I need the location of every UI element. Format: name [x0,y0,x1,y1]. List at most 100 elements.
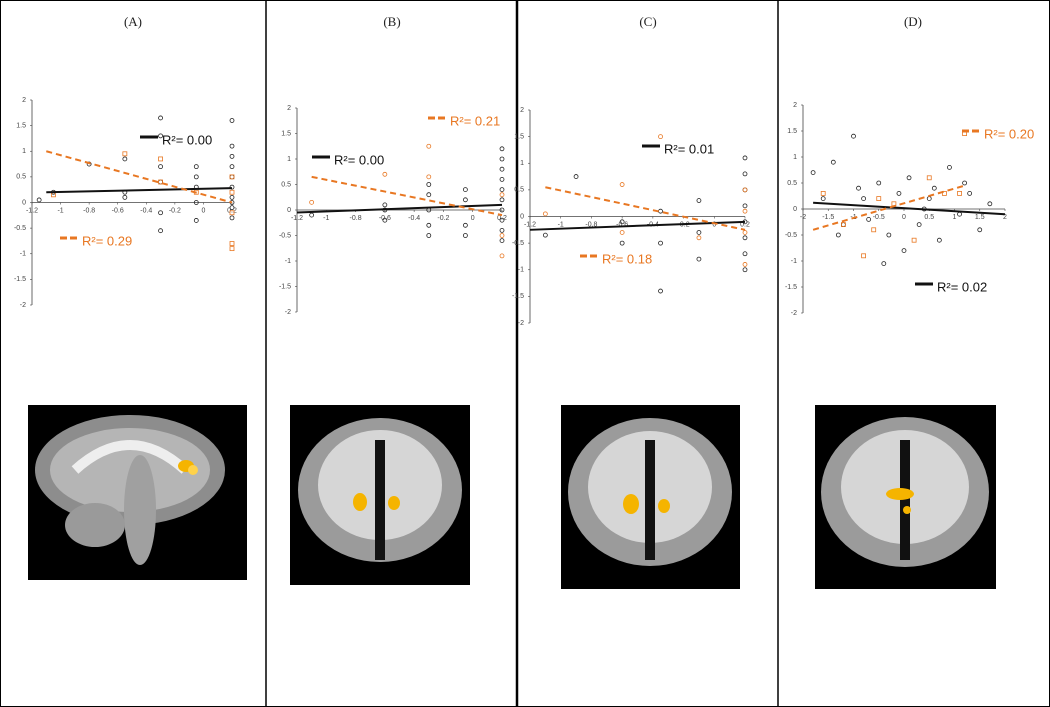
data-point [820,190,826,196]
data-point [742,171,748,177]
data-point [122,194,128,200]
x-tick-label: -0.4 [408,215,420,222]
data-point [36,197,42,203]
y-tick-label: 1.5 [281,130,291,137]
data-point [851,133,856,139]
y-tick-label: 2 [287,105,291,112]
data-point [967,190,973,196]
x-tick-label: -0.2 [437,215,449,222]
y-tick-label: 0.5 [787,180,797,187]
data-point [901,248,907,254]
data-point [926,175,932,181]
data-point [942,190,947,196]
data-point [499,253,505,259]
data-point [841,222,846,228]
y-tick-label: -2 [20,302,26,309]
x-tick-label: -0.2 [169,207,181,214]
data-point [122,151,128,157]
y-tick-label: -2 [791,310,797,317]
fit-line [46,150,233,204]
data-point [742,203,748,209]
data-point [462,197,468,203]
data-point [462,187,468,193]
y-tick-label: 2 [520,107,524,114]
brain-image-d [815,405,996,589]
data-point [382,217,388,223]
data-point [742,267,748,273]
y-tick-label: 0 [287,207,291,214]
y-tick-label: 1.5 [16,122,26,129]
data-point [977,227,983,233]
data-point [619,240,625,246]
x-tick-label: -2 [800,214,806,221]
y-tick-label: -0.5 [279,232,291,239]
data-point [742,251,748,257]
x-tick-label: 0 [201,207,205,214]
r-squared-label: R²= 0.00 [334,152,384,167]
data-point [499,233,505,238]
brain-image-c [561,405,740,589]
data-point [158,228,163,234]
data-point [499,187,505,193]
x-tick-label: 0.2 [740,221,750,228]
data-point [229,241,235,246]
fit-line [46,187,233,194]
y-tick-label: -1 [791,258,797,265]
data-point [619,182,625,187]
x-tick-label: 1 [953,214,957,221]
x-tick-label: 0 [712,221,716,228]
data-point [229,143,235,149]
y-tick-label: -1.5 [785,284,797,291]
data-point [309,199,315,205]
y-tick-label: 0.5 [514,187,524,194]
r-squared-label: R²= 0.18 [602,251,652,266]
data-point [229,246,235,252]
data-point [542,211,548,217]
data-point [856,185,861,191]
data-point [886,232,892,238]
data-point [947,164,952,170]
x-tick-label: -0.8 [585,221,597,228]
x-tick-label: 0 [902,214,906,221]
y-tick-label: -1 [285,258,291,265]
data-point [499,166,505,172]
data-point [122,156,128,162]
data-point [193,164,199,170]
panel-title: (B) [383,14,400,29]
data-point [158,156,163,162]
data-point [158,115,163,121]
data-point [619,230,625,235]
fit-line [296,203,503,214]
data-point [696,230,702,235]
data-point [229,205,235,211]
data-point [696,198,702,203]
r-squared-label: R²= 0.02 [937,279,987,294]
data-point [881,261,887,267]
data-point [499,197,505,203]
data-point [158,133,163,139]
fit-line [812,184,965,231]
x-tick-label: -0.5 [873,214,885,221]
y-tick-label: 0 [793,206,797,213]
data-point [499,217,505,223]
data-point [742,235,748,241]
x-tick-label: -0.4 [140,207,152,214]
data-point [499,146,505,152]
x-tick-label: 0.5 [924,214,934,221]
y-tick-label: 2 [793,102,797,109]
panel: (B)-2-1.5-1-0.500.511.52-1.2 -1 -0.8 -0.6 -0… [279,14,507,316]
data-point [426,233,432,238]
x-tick-label: -0.8 [83,207,95,214]
data-point [820,196,826,202]
data-point [619,219,625,225]
data-point [542,232,548,238]
data-point [426,182,432,187]
fit-line [311,175,503,217]
r-squared-label: R²= 0.01 [664,141,714,156]
panel-title: (C) [639,14,656,29]
data-point [158,179,163,185]
data-point [229,194,235,200]
y-tick-label: -1 [518,267,524,274]
data-point [499,227,505,233]
y-tick-label: -2 [285,309,291,316]
